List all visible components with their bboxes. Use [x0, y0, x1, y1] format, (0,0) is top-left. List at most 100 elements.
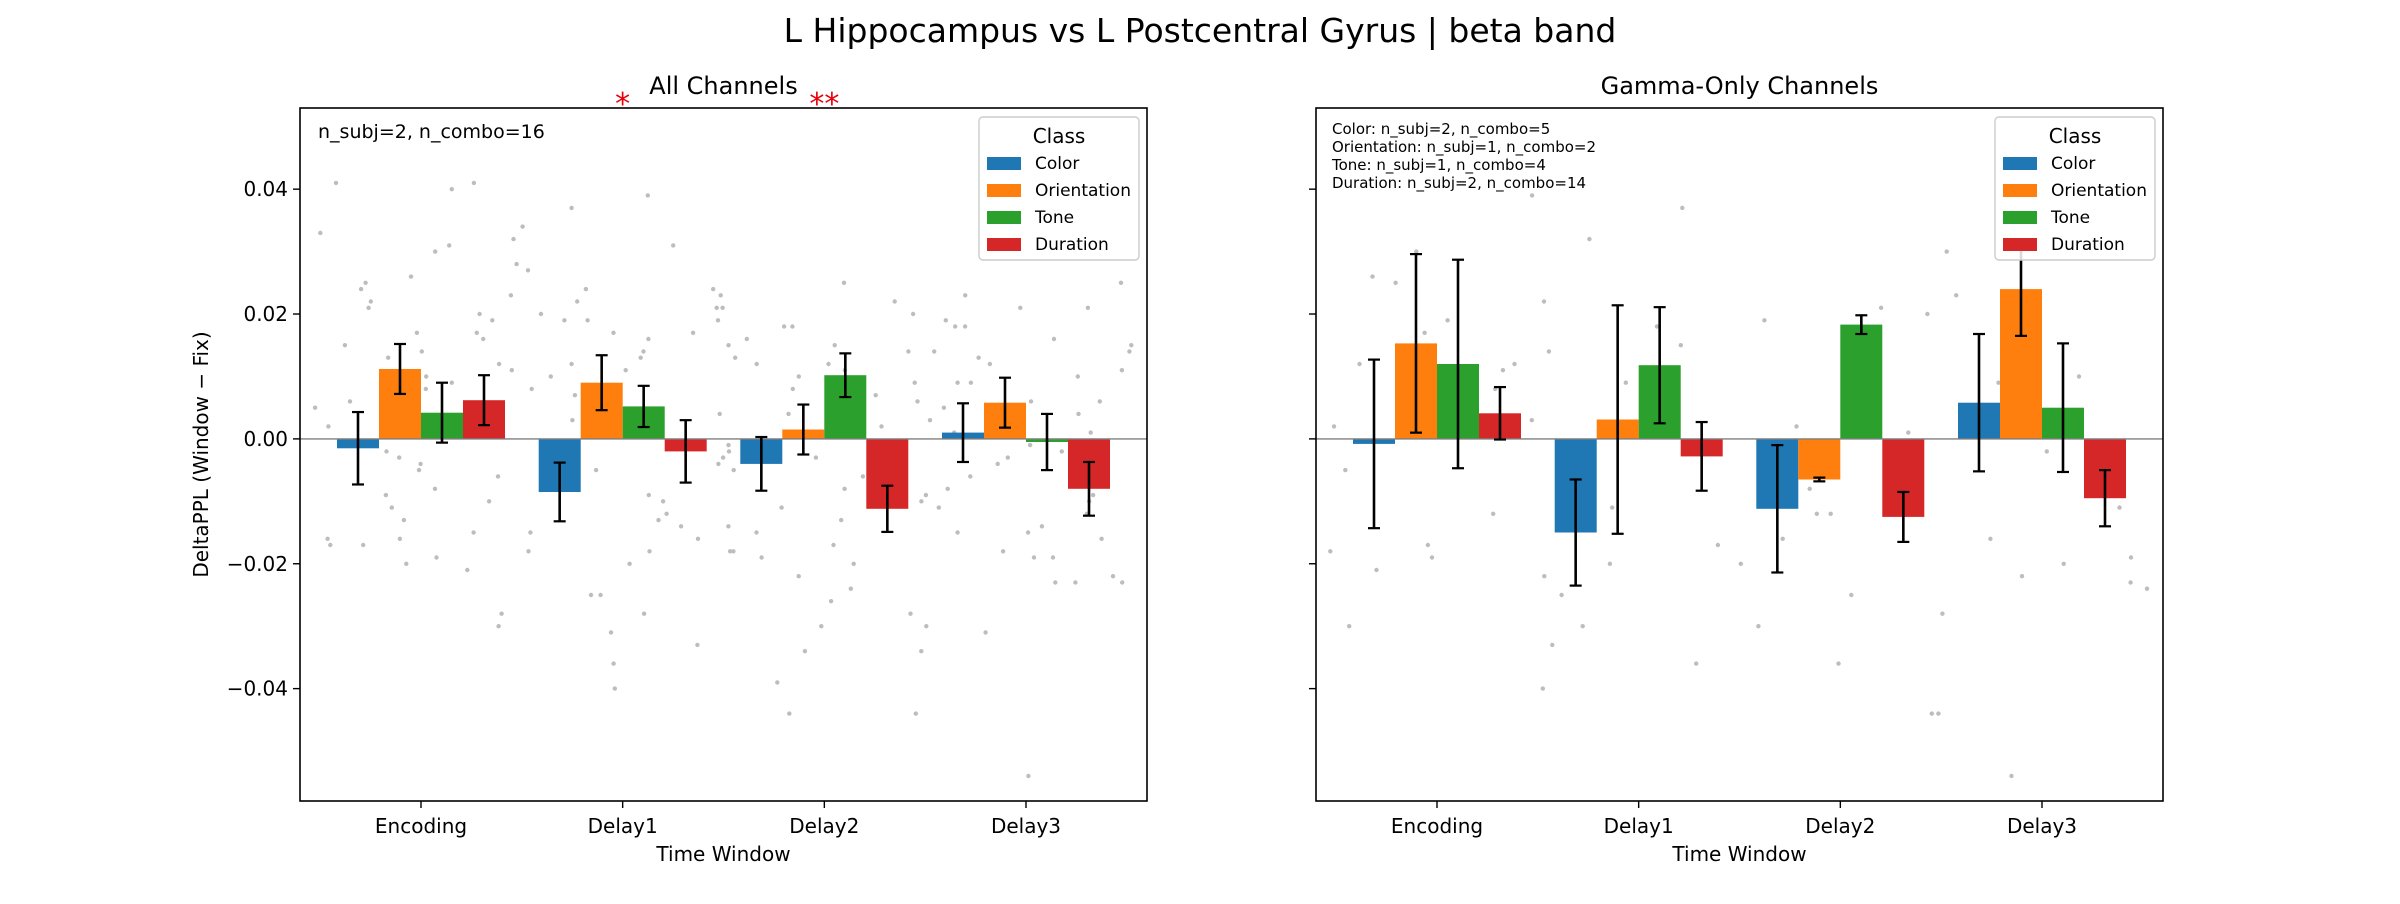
scatter-point — [1073, 580, 1078, 585]
scatter-point — [924, 624, 929, 629]
legend-swatch — [987, 184, 1021, 197]
scatter-point — [983, 630, 988, 635]
scatter-point — [383, 492, 389, 498]
scatter-point — [1610, 505, 1615, 510]
scatter-point — [754, 530, 759, 535]
scatter-point — [384, 449, 389, 454]
scatter-point — [572, 393, 578, 398]
scatter-point — [416, 467, 422, 473]
x-tick-label: Delay2 — [789, 814, 859, 838]
legend-label: Tone — [2050, 208, 2090, 228]
scatter-point — [386, 355, 391, 360]
scatter-point — [953, 324, 958, 329]
scatter-point — [575, 299, 580, 304]
scatter-point — [660, 499, 666, 504]
scatter-point — [913, 711, 918, 716]
significance-marker: * — [615, 87, 630, 122]
scatter-point — [528, 530, 533, 535]
scatter-point — [1005, 455, 1010, 460]
scatter-point — [2044, 449, 2049, 454]
legend-swatch — [987, 157, 1021, 170]
n-annotation-line: Tone: n_subj=1, n_combo=4 — [1331, 156, 1546, 175]
scatter-point — [471, 180, 477, 186]
scatter-point — [1936, 711, 1941, 716]
scatter-point — [839, 517, 844, 523]
axes-frame — [299, 107, 1148, 802]
legend-label: Orientation — [1035, 181, 1131, 201]
scatter-point — [1954, 293, 1959, 298]
scatter-point — [727, 549, 733, 554]
scatter-point — [2061, 561, 2066, 566]
scatter-point — [646, 492, 651, 498]
scatter-point — [1849, 592, 1854, 598]
scatter-point — [588, 592, 594, 598]
scatter-point — [1393, 280, 1398, 285]
scatter-point — [716, 461, 721, 467]
scatter-point — [945, 486, 950, 491]
scatter-point — [1654, 324, 1660, 329]
scatter-point — [1357, 361, 1362, 367]
scatter-point — [733, 355, 738, 360]
scatter-point — [508, 293, 514, 298]
scatter-point — [912, 380, 917, 385]
scatter-point — [499, 611, 504, 616]
bar — [1840, 324, 1883, 439]
scatter-point — [1542, 574, 1547, 579]
scatter-point — [787, 711, 792, 716]
scatter-point — [842, 486, 847, 491]
scatter-point — [1529, 418, 1535, 423]
scatter-point — [826, 361, 831, 367]
legend-label: Color — [2051, 154, 2095, 174]
scatter-point — [873, 393, 878, 398]
scatter-point — [715, 318, 721, 323]
scatter-point — [328, 542, 333, 548]
scatter-point — [1039, 524, 1045, 529]
x-tick-label: Encoding — [375, 814, 467, 838]
scatter-point — [401, 517, 407, 523]
scatter-point — [910, 311, 916, 317]
scatter-point — [1929, 711, 1935, 716]
scatter-point — [1000, 549, 1006, 554]
x-tick-label: Delay1 — [588, 814, 658, 838]
scatter-point — [1762, 318, 1767, 323]
scatter-point — [1680, 205, 1685, 211]
scatter-point — [433, 249, 438, 254]
scatter-point — [1529, 193, 1535, 198]
scatter-point — [1623, 380, 1629, 385]
scatter-point — [481, 336, 486, 342]
scatter-point — [612, 686, 617, 691]
scatter-point — [819, 624, 824, 629]
scatter-point — [790, 386, 795, 392]
scatter-point — [1051, 336, 1057, 342]
scatter-point — [1550, 642, 1555, 648]
legend-title: Class — [2049, 124, 2102, 148]
scatter-point — [779, 505, 784, 510]
bar — [1798, 438, 1841, 480]
scatter-point — [526, 549, 531, 554]
scatter-point — [598, 592, 603, 598]
scatter-point — [1607, 561, 1613, 566]
scatter-point — [690, 330, 696, 335]
x-axis-label: Time Window — [655, 842, 790, 866]
scatter-point — [714, 305, 719, 310]
scatter-point — [671, 243, 676, 248]
scatter-point — [1018, 305, 1023, 310]
scatter-point — [548, 374, 553, 379]
scatter-point — [995, 461, 1000, 467]
scatter-point — [477, 311, 482, 317]
scatter-point — [1715, 542, 1721, 548]
scatter-point — [641, 349, 646, 354]
scatter-point — [2009, 773, 2014, 779]
scatter-point — [608, 630, 614, 635]
scatter-point — [879, 424, 884, 429]
legend-swatch — [987, 211, 1021, 224]
y-tick-label: −0.04 — [227, 677, 288, 701]
scatter-point — [943, 318, 948, 323]
scatter-point — [325, 536, 330, 541]
errorbars-duration — [1494, 385, 2111, 544]
scatter-point — [646, 336, 651, 342]
scatter-point — [726, 449, 732, 454]
scatter-point — [851, 561, 856, 566]
legend-title: Class — [1033, 124, 1086, 148]
scatter-point — [813, 455, 819, 460]
